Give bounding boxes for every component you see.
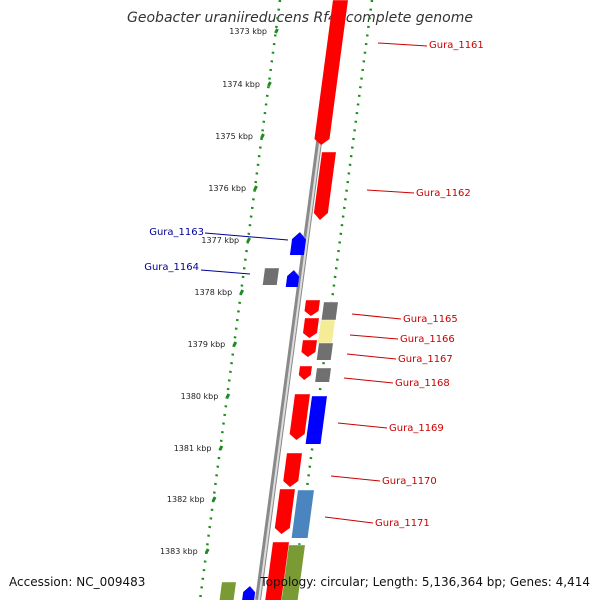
gene-blue-left-highlight (249, 585, 256, 593)
gene-gura-1166 (303, 318, 319, 338)
tick-mark (267, 81, 272, 87)
gene-gura-1171 (291, 490, 314, 538)
gene-gura-1168 (315, 368, 331, 382)
leader-line (377, 42, 428, 47)
tick-label: 1376 kbp (208, 184, 246, 193)
gene-label: Gura_1171 (375, 518, 430, 529)
tick-mark (204, 548, 210, 554)
gene-gura-1166-yellow (317, 320, 335, 343)
gene-olive-left (219, 582, 236, 600)
accession-text: Accession: NC_009483 (9, 575, 146, 589)
gene-gura-1163-highlight (299, 231, 307, 240)
tick-mark (239, 289, 245, 295)
gene-gura-1167 (301, 340, 317, 357)
leader-line (349, 334, 399, 340)
tick-mark (232, 341, 238, 347)
gene-label: Gura_1170 (382, 476, 437, 487)
leader-line (343, 377, 394, 384)
tick-mark (253, 185, 258, 191)
gene-labels: Gura_1161 Gura_1162 Gura_1163 Gura_1164 Gura… (144, 40, 484, 529)
tick-mark (274, 28, 279, 34)
gene-gura-1170 (283, 453, 302, 487)
leader-line (200, 269, 251, 275)
genome-summary-text: Topology: circular; Length: 5,136,364 bp… (260, 575, 590, 589)
leader-line (337, 422, 388, 429)
gene-gura-1164-highlight (293, 269, 300, 277)
leader-line (324, 516, 374, 524)
tick-mark (225, 393, 231, 399)
tick-mark (211, 496, 217, 502)
leader-line (204, 232, 289, 241)
gene-label: Gura_1169 (389, 423, 444, 434)
kbp-ticks: 1373 kbp 1374 kbp 1375 kbp 1376 kbp 1377 kbp… (160, 27, 279, 556)
tick-label: 1374 kbp (222, 80, 260, 89)
gene-features (219, 0, 348, 600)
gene-red-bottom (265, 542, 289, 600)
gene-olive-bottom (281, 545, 305, 600)
tick-label: 1380 kbp (181, 392, 219, 401)
tick-label: 1375 kbp (215, 132, 253, 141)
leader-line (366, 189, 415, 194)
gene-gura-1164-gray (262, 268, 279, 285)
gene-gura-1162 (313, 152, 336, 220)
label-leaders (200, 42, 428, 524)
tick-label: 1373 kbp (229, 27, 267, 36)
tick-label: 1381 kbp (174, 444, 212, 453)
tick-mark (260, 133, 265, 139)
gene-label: Gura_1163 (149, 227, 204, 238)
gene-label: Gura_1168 (395, 378, 450, 389)
gene-gura-1169a (289, 394, 310, 440)
gene-gura-1167-gray (316, 343, 333, 360)
tick-mark (246, 237, 251, 243)
leader-line (346, 353, 397, 360)
gene-label: Gura_1165 (403, 314, 458, 325)
tick-label: 1377 kbp (201, 236, 239, 245)
leader-line (330, 475, 381, 482)
gene-gura-1163 (289, 232, 307, 255)
gene-gura-1171a (274, 489, 295, 534)
gene-label: Gura_1167 (398, 354, 453, 365)
tick-label: 1383 kbp (160, 547, 198, 556)
leader-line (351, 313, 402, 320)
gene-label: Gura_1161 (429, 40, 484, 51)
gene-gura-1164 (285, 270, 300, 287)
tick-mark (218, 445, 224, 451)
gene-label: Gura_1166 (400, 334, 455, 345)
tick-label: 1379 kbp (188, 340, 226, 349)
map-title: Geobacter uraniireducens Rf4, complete g… (127, 10, 473, 26)
gene-blue-left (242, 586, 256, 600)
gene-gura-1165-gray (321, 302, 338, 320)
gene-gura-1168a (298, 366, 312, 380)
tick-label: 1378 kbp (195, 288, 233, 297)
gene-gura-1161 (314, 0, 348, 145)
gene-gura-1165 (304, 300, 320, 316)
gene-label: Gura_1164 (144, 262, 199, 273)
gene-label: Gura_1162 (416, 188, 471, 199)
tick-label: 1382 kbp (167, 495, 205, 504)
gene-gura-1169 (305, 396, 327, 444)
